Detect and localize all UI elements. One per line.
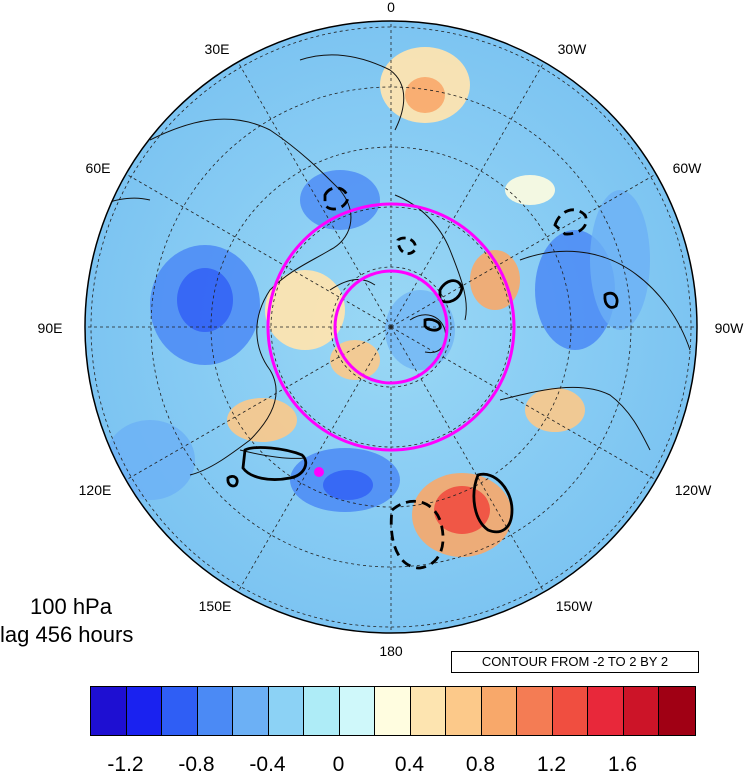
- shaded-field: [85, 21, 697, 633]
- neg-anomaly-pacific-core: [323, 470, 373, 500]
- colorbar-tick-label: -1.2: [107, 753, 144, 776]
- colorbar-swatch: [126, 687, 162, 735]
- pos-anomaly-america: [525, 388, 585, 432]
- polar-map: [84, 20, 698, 634]
- neg-anomaly-europe: [300, 170, 380, 230]
- graticule: [85, 21, 697, 633]
- lon-label-90w: 90W: [714, 320, 744, 336]
- colorbar-swatch: [481, 687, 517, 735]
- neg-anomaly-asia-core: [177, 268, 233, 332]
- lon-label-30e: 30E: [204, 41, 230, 57]
- pos-anomaly-misc: [505, 175, 555, 205]
- pressure-level-label: 100 hPa: [30, 594, 112, 619]
- lon-label-60e: 60E: [85, 160, 111, 176]
- contour-solid-japan: [241, 446, 308, 481]
- colorbar-swatch: [268, 687, 304, 735]
- colorbar-tick-label: 0.4: [394, 753, 425, 776]
- colorbar-tick-label: -0.4: [249, 753, 286, 776]
- neg-anomaly-north: [385, 290, 455, 370]
- lon-label-150e: 150E: [198, 598, 232, 614]
- colorbar-swatch: [552, 687, 588, 735]
- contour-solid-pole: [423, 318, 442, 332]
- contour-dashed-scand: [396, 236, 417, 255]
- neg-anomaly-siberia: [105, 420, 195, 500]
- colorbar-swatch: [304, 687, 340, 735]
- colorbar-swatch: [588, 687, 624, 735]
- map-border: [84, 20, 698, 634]
- lag-label: lag 456 hours: [0, 622, 134, 647]
- colorbar-swatch: [233, 687, 269, 735]
- lon-label-30w: 30W: [557, 41, 587, 57]
- colorbar-swatch: [623, 687, 659, 735]
- contours: [226, 186, 619, 570]
- colorbar-tick-label: 1.6: [607, 753, 638, 776]
- contour-solid-greenland: [438, 279, 464, 304]
- lon-label-180: 180: [379, 643, 403, 659]
- location-marker: [314, 467, 324, 477]
- contour-solid-pacific: [472, 472, 514, 534]
- colorbar-tick-label: 0.8: [465, 753, 496, 776]
- lon-label-120e: 120E: [78, 482, 112, 498]
- colorbar-swatch: [517, 687, 553, 735]
- contour-solid-small: [226, 475, 239, 488]
- inner-latitude-ring: [333, 269, 449, 385]
- lon-label-60w: 60W: [672, 160, 702, 176]
- pos-anomaly-greenland: [470, 250, 520, 310]
- colorbar-swatch: [197, 687, 233, 735]
- colorbar-tick-label: 1.2: [536, 753, 567, 776]
- lon-label-0: 0: [387, 0, 395, 15]
- colorbar-tick-label: 0: [332, 753, 345, 776]
- pos-anomaly-atlantic-core: [405, 77, 445, 113]
- pos-anomaly-arctic-2: [330, 340, 380, 380]
- contour-solid-canada: [603, 291, 619, 309]
- contour-dashed-atlantic: [553, 208, 588, 236]
- pos-anomaly-china: [227, 398, 297, 442]
- colorbar-swatch: [339, 687, 375, 735]
- contour-dashed-pacific: [389, 500, 445, 570]
- contour-dashed-europe: [323, 186, 350, 211]
- outer-latitude-ring: [266, 202, 516, 452]
- colorbar-swatch: [659, 687, 695, 735]
- colorbar-tick-label: -0.8: [178, 753, 215, 776]
- colorbar-swatch: [162, 687, 198, 735]
- colorbar-swatch: [375, 687, 411, 735]
- lon-label-90e: 90E: [37, 320, 63, 336]
- colorbar-swatch: [410, 687, 446, 735]
- lon-label-150w: 150W: [555, 598, 593, 614]
- contour-info-box: CONTOUR FROM -2 TO 2 BY 2: [451, 651, 699, 673]
- pos-anomaly-arctic: [265, 270, 345, 350]
- colorbar-swatch: [446, 687, 482, 735]
- colorbar: [90, 686, 696, 736]
- colorbar-swatch: [91, 687, 127, 735]
- lon-label-120w: 120W: [674, 482, 712, 498]
- neg-anomaly-atlantic: [590, 190, 650, 330]
